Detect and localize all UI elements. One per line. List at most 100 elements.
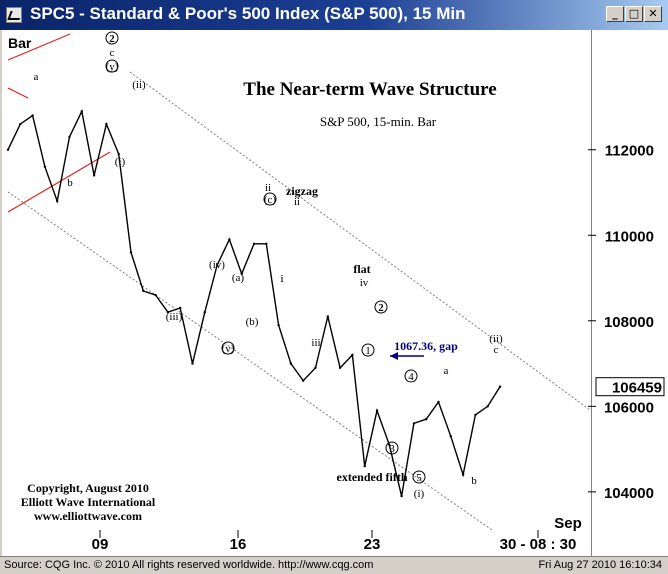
wave-label: 3: [389, 443, 395, 455]
maximize-icon: □: [628, 7, 640, 20]
price-point: [80, 110, 84, 113]
wave-label: i: [280, 273, 283, 285]
price-point: [314, 366, 317, 369]
chart-title: The Near-term Wave Structure: [243, 79, 496, 100]
price-point: [412, 422, 416, 425]
red-trendline-left: [7, 87, 29, 99]
price-point: [388, 443, 391, 446]
minimize-button[interactable]: _: [606, 6, 624, 22]
y-tick-label: 110000: [605, 228, 654, 245]
wave-label-circle: [385, 441, 399, 455]
price-point: [449, 435, 452, 438]
wave-label: 2: [109, 33, 115, 45]
app-chart-icon[interactable]: [6, 7, 22, 23]
price-point: [129, 251, 133, 254]
price-point: [338, 366, 342, 369]
price-point: [191, 362, 194, 365]
y-tick-label: 106000: [604, 399, 654, 416]
price-point: [117, 152, 120, 156]
price-point: [228, 238, 231, 241]
status-bar: Source: CQG Inc. © 2010 All rights reser…: [0, 556, 668, 574]
bar-label: Bar: [8, 35, 32, 51]
x-tick-label: 09: [92, 536, 109, 553]
wave-label: 5: [416, 472, 422, 484]
price-point: [486, 405, 489, 408]
red-trendlines: [7, 33, 111, 213]
close-button[interactable]: ✕: [644, 6, 662, 22]
price-point: [240, 272, 243, 275]
wave-label-circle: [404, 369, 418, 383]
price-point: [56, 199, 59, 203]
x-month-label: Sep: [554, 515, 582, 532]
close-icon: ✕: [648, 7, 658, 20]
gap-label: 1067.36, gap: [394, 339, 458, 353]
price-point: [203, 311, 206, 314]
wave-label: iii: [311, 337, 320, 349]
wave-label: (a): [232, 272, 245, 284]
channel-lines: [7, 71, 591, 531]
gap-arrow-head: [390, 352, 398, 360]
price-point: [105, 122, 108, 126]
price-point: [166, 311, 170, 314]
wave-label: c: [110, 47, 115, 59]
price-point: [92, 174, 96, 177]
copyright-line: Elliott Wave International: [21, 495, 156, 509]
last-price-label: 106459: [612, 380, 662, 397]
wave-labels: ab2c(y)(ii)(i)(iii)(iv)(a)(b)(v)iii(c)zi…: [34, 31, 503, 500]
red-trendline-bottom: [7, 151, 111, 213]
price-axis-panel[interactable]: [592, 30, 668, 556]
price-point: [302, 379, 305, 382]
price-point: [215, 264, 219, 267]
copyright-line: www.elliottwave.com: [34, 509, 142, 523]
wave-label-circle: [221, 341, 235, 355]
price-point: [326, 315, 329, 318]
wave-label: a: [444, 365, 449, 377]
status-timestamp: Fri Aug 27 2010 16:10:34: [538, 559, 662, 571]
window-titlebar[interactable]: SPC5 - Standard & Poor's 500 Index (S&P …: [0, 0, 668, 30]
chart-text: The Near-term Wave Structure S&P 500, 15-…: [21, 79, 497, 523]
x-tick-label: 30 - 08 : 30: [500, 536, 577, 553]
price-point: [425, 418, 428, 421]
wave-label: c: [494, 344, 499, 356]
wave-label: iv: [360, 277, 369, 289]
plot-area[interactable]: [2, 30, 592, 556]
wave-label: (i): [115, 156, 126, 168]
wave-label: (b): [246, 316, 259, 328]
price-point: [351, 353, 354, 357]
price-point: [400, 494, 403, 498]
price-point: [277, 323, 280, 327]
wave-label-circle: [374, 300, 388, 314]
wave-label: 4: [408, 371, 414, 383]
wave-label: (c): [264, 194, 277, 206]
price-point: [265, 242, 268, 245]
price-point: [179, 306, 182, 310]
wave-label: (iv): [209, 259, 225, 271]
y-tick-label: 112000: [605, 143, 654, 160]
price-point: [289, 362, 293, 365]
maximize-button[interactable]: □: [625, 6, 643, 22]
wave-label: (ii): [489, 333, 503, 345]
wave-label: ii: [265, 182, 271, 194]
window-title: SPC5 - Standard & Poor's 500 Index (S&P …: [30, 4, 466, 23]
price-point: [437, 400, 440, 404]
price-point: [68, 135, 71, 139]
wave-label: a: [34, 71, 39, 83]
wave-label-circle: [105, 31, 119, 45]
wave-label: (i): [414, 488, 425, 500]
x-tick-label: 16: [230, 536, 247, 553]
price-point: [142, 289, 145, 293]
price-point: [375, 409, 379, 412]
price-point: [154, 293, 157, 297]
wave-label: b: [67, 177, 73, 189]
price-point: [461, 473, 465, 476]
axis-ticks: 104000 106000 108000 110000 112000 106459 09 16…: [8, 35, 665, 553]
wave-label: b: [471, 475, 477, 487]
wave-label: 2: [378, 302, 384, 314]
last-price-box: [595, 377, 665, 397]
y-tick-label: 104000: [604, 485, 654, 502]
wave-label-circle: [263, 192, 277, 206]
price-point: [31, 114, 34, 117]
wave-label: zigzag: [286, 184, 318, 198]
price-point: [474, 413, 477, 417]
price-point: [498, 385, 502, 388]
